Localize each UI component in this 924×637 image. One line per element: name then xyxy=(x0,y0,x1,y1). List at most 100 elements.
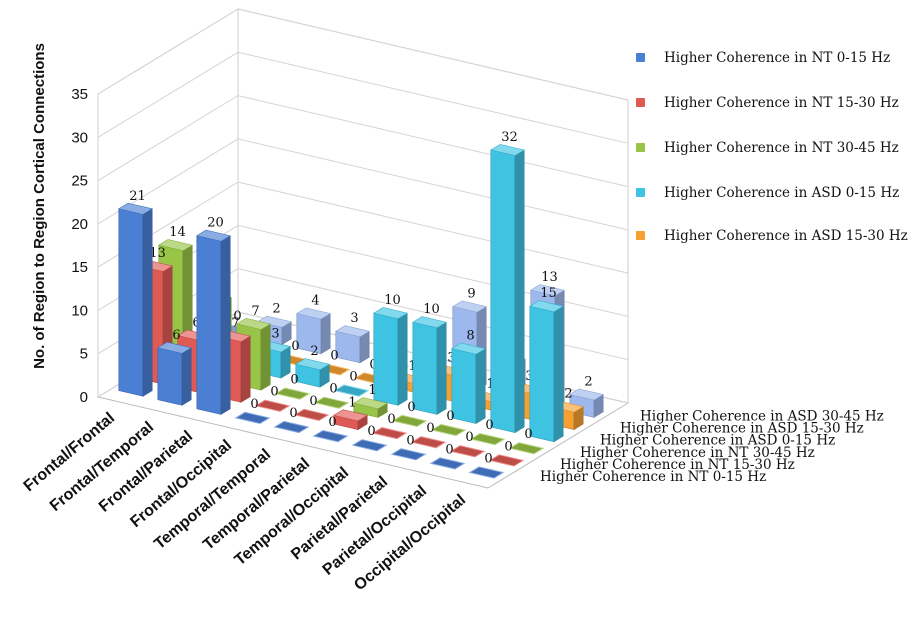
bar-top xyxy=(353,397,388,410)
data-label: 21 xyxy=(129,189,146,204)
y-tick-label: 10 xyxy=(71,302,88,319)
data-label: 0 xyxy=(445,442,453,457)
data-label: 14 xyxy=(169,225,186,240)
y-axis-label: No. of Region to Region Cortical Connect… xyxy=(31,43,48,369)
data-label: 0 xyxy=(291,339,299,354)
gridline xyxy=(97,95,629,188)
data-label: 10 xyxy=(384,293,401,308)
bar-top xyxy=(373,307,408,320)
legend-label: Higher Coherence in NT 30-45 Hz xyxy=(664,140,899,156)
data-label: 9 xyxy=(467,287,475,302)
gridline xyxy=(97,138,629,231)
bar-front xyxy=(412,321,438,415)
bar-side xyxy=(240,335,251,403)
bar-base xyxy=(390,448,427,461)
gridline xyxy=(97,8,629,101)
y-tick-label: 35 xyxy=(71,86,88,103)
bar-higher-coherence-in-asd-0-15-hz-occipital-occipital xyxy=(529,300,564,443)
data-label: 0 xyxy=(330,348,338,363)
bar-front xyxy=(529,305,555,443)
data-label: 2 xyxy=(310,344,318,359)
data-label: 13 xyxy=(149,246,166,261)
bar-higher-coherence-in-asd-30-45-hz-frontal-parietal xyxy=(296,307,331,355)
bar-top xyxy=(490,144,525,156)
data-label: 0 xyxy=(367,424,375,439)
bar-top xyxy=(335,325,370,338)
y-tick-label: 5 xyxy=(80,346,88,363)
data-label: 0 xyxy=(465,430,473,445)
data-label: 0 xyxy=(290,373,298,388)
bar-higher-coherence-in-nt-0-15-hz-frontal-parietal xyxy=(196,229,231,415)
bar-base xyxy=(313,396,350,409)
series-axis-label: Higher Coherence in ASD 30-45 Hz xyxy=(640,408,884,424)
series-axis-label: Higher Coherence in ASD 15-30 Hz xyxy=(620,421,864,437)
data-label: 3 xyxy=(271,326,279,341)
bar-base xyxy=(508,442,545,455)
data-label: 0 xyxy=(329,382,337,397)
bar-higher-coherence-in-nt-15-30-hz-temporal-parietal xyxy=(333,409,368,431)
data-label: 3 xyxy=(350,311,358,326)
bar-front xyxy=(157,347,183,406)
legend-label: Higher Coherence in ASD 15-30 Hz xyxy=(664,228,908,244)
bar-higher-coherence-in-nt-15-30-hz-temporal-temporal xyxy=(293,408,330,422)
bar-base xyxy=(391,414,428,428)
bar-side xyxy=(436,321,447,415)
bar-front xyxy=(490,149,516,433)
legend-label: Higher Coherence in NT 0-15 Hz xyxy=(664,50,891,66)
legend-swatch xyxy=(636,53,645,62)
bar-base xyxy=(274,387,311,400)
legend-label: Higher Coherence in NT 15-30 Hz xyxy=(664,95,899,111)
bar-top xyxy=(118,202,153,215)
bar-base xyxy=(273,420,310,434)
data-label: 1 xyxy=(368,383,376,398)
data-label: 0 xyxy=(233,309,241,324)
bar-higher-coherence-in-nt-30-45-hz-parietal-parietal xyxy=(430,423,467,437)
bar-side xyxy=(397,312,408,406)
y-tick-label: 30 xyxy=(71,129,88,146)
bar-higher-coherence-in-nt-30-45-hz-parietal-occipital xyxy=(469,432,506,446)
data-label: 0 xyxy=(328,415,336,430)
bar-higher-coherence-in-nt-30-45-hz-temporal-parietal xyxy=(353,397,388,418)
bar-front xyxy=(118,208,144,397)
bar-side xyxy=(320,312,331,355)
bar-top xyxy=(412,316,447,329)
series-axis-label: Higher Coherence in ASD 0-15 Hz xyxy=(600,433,835,449)
bar-base xyxy=(410,436,447,449)
bar-higher-coherence-in-asd-0-15-hz-temporal-occipital xyxy=(412,316,447,415)
bar-base xyxy=(333,384,370,397)
bar-base xyxy=(351,439,388,452)
bar-higher-coherence-in-nt-0-15-hz-temporal-parietal xyxy=(312,429,349,443)
bar-higher-coherence-in-nt-30-45-hz-temporal-occipital xyxy=(391,414,428,428)
data-label: 0 xyxy=(250,397,258,412)
data-label: 0 xyxy=(484,451,492,466)
bar-base xyxy=(469,432,506,446)
bar-higher-coherence-in-nt-30-45-hz-temporal-temporal xyxy=(313,396,350,409)
data-label: 0 xyxy=(406,433,414,448)
bar-higher-coherence-in-asd-0-15-hz-parietal-occipital xyxy=(490,144,525,434)
bar-top xyxy=(236,317,271,330)
bar-base xyxy=(430,423,467,437)
bar-higher-coherence-in-asd-0-15-hz-temporal-temporal xyxy=(333,384,370,397)
data-label: 32 xyxy=(501,130,518,145)
bar-front xyxy=(451,348,477,424)
data-label: 7 xyxy=(251,304,259,319)
bar-higher-coherence-in-nt-0-15-hz-temporal-temporal xyxy=(273,420,310,434)
data-label: 0 xyxy=(407,400,415,415)
series-axis-label: Higher Coherence in NT 0-15 Hz xyxy=(540,469,766,485)
bar-top xyxy=(451,342,486,355)
series-axis-label: Higher Coherence in NT 30-45 Hz xyxy=(580,445,815,461)
bar-higher-coherence-in-nt-0-15-hz-occipital-occipital xyxy=(468,466,505,479)
legend-swatch xyxy=(636,188,645,197)
bar-base xyxy=(468,466,505,479)
data-label: 0 xyxy=(426,421,434,436)
data-label: 20 xyxy=(207,216,224,231)
bar-side xyxy=(181,347,192,406)
data-label: 13 xyxy=(541,270,558,285)
data-label: 0 xyxy=(485,418,493,433)
bar-base xyxy=(254,399,291,412)
legend-label: Higher Coherence in ASD 0-15 Hz xyxy=(664,185,900,201)
bar-side xyxy=(514,149,525,434)
bar-higher-coherence-in-nt-15-30-hz-parietal-occipital xyxy=(449,445,486,458)
bar-higher-coherence-in-nt-15-30-hz-occipital-occipital xyxy=(488,454,525,467)
